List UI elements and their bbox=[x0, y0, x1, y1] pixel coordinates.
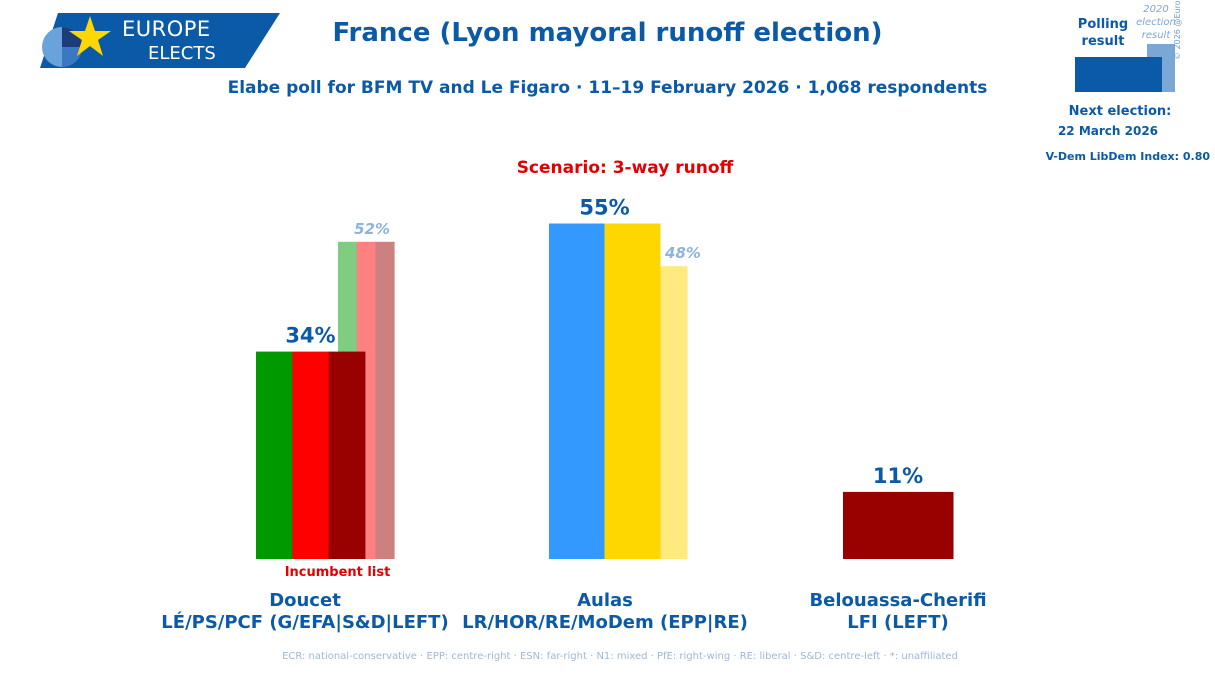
legend-polling-label: Polling result bbox=[1077, 17, 1129, 49]
candidate-party: LR/HOR/RE/MoDem (EPP|RE) bbox=[462, 612, 748, 633]
previous-bar-segment bbox=[659, 266, 688, 559]
poll-bar-segment bbox=[843, 491, 954, 559]
candidate-label-belouassa-cherifi: Belouassa-Cherifi LFI (LEFT) bbox=[748, 590, 1048, 634]
candidate-name: Aulas bbox=[577, 590, 633, 611]
poll-bar-segment bbox=[256, 351, 293, 559]
legend-polling-swatch bbox=[1075, 57, 1162, 92]
footnote: ECR: national-conservative · EPP: centre… bbox=[282, 651, 958, 662]
candidate-party: LFI (LEFT) bbox=[847, 612, 949, 633]
previous-value-label: 52% bbox=[354, 220, 390, 238]
poll-value-label: 55% bbox=[579, 196, 629, 220]
next-election-label: Next election: bbox=[1068, 104, 1172, 119]
poll-bar-segment bbox=[549, 223, 605, 559]
next-election-date: 22 March 2026 bbox=[1057, 124, 1159, 138]
poll-bar-segment bbox=[604, 223, 661, 559]
chart-subtitle: Elabe poll for BFM TV and Le Figaro · 11… bbox=[227, 78, 988, 98]
vdem-index: V-Dem LibDem Index: 0.80 bbox=[1045, 150, 1210, 163]
legend-graphic bbox=[1075, 44, 1175, 92]
poll-bar-segment bbox=[328, 351, 366, 559]
chart-title: France (Lyon mayoral runoff election) bbox=[332, 18, 883, 48]
logo-graphic bbox=[40, 13, 280, 68]
candidate-party: LÉ/PS/PCF (G/EFA|S&D|LEFT) bbox=[161, 612, 449, 633]
poll-bar-segment bbox=[292, 351, 330, 559]
candidate-name: Doucet bbox=[269, 590, 341, 611]
logo-text-elects: ELECTS bbox=[148, 43, 216, 64]
candidate-name: Belouassa-Cherifi bbox=[809, 590, 987, 611]
scenario-label: Scenario: 3-way runoff bbox=[516, 158, 734, 178]
previous-bar-segment bbox=[375, 241, 395, 560]
legend-previous-label: 2020 election result bbox=[1136, 4, 1176, 41]
poll-value-label: 34% bbox=[285, 324, 335, 348]
previous-value-label: 48% bbox=[664, 244, 701, 262]
candidate-label-doucet: Doucet LÉ/PS/PCF (G/EFA|S&D|LEFT) bbox=[155, 590, 455, 634]
logo-text-europe: EUROPE bbox=[122, 17, 211, 41]
poll-value-label: 11% bbox=[873, 464, 923, 488]
incumbent-label: Incumbent list bbox=[284, 565, 391, 580]
candidate-label-aulas: Aulas LR/HOR/RE/MoDem (EPP|RE) bbox=[455, 590, 755, 634]
europe-elects-logo: EUROPE ELECTS bbox=[40, 13, 280, 68]
